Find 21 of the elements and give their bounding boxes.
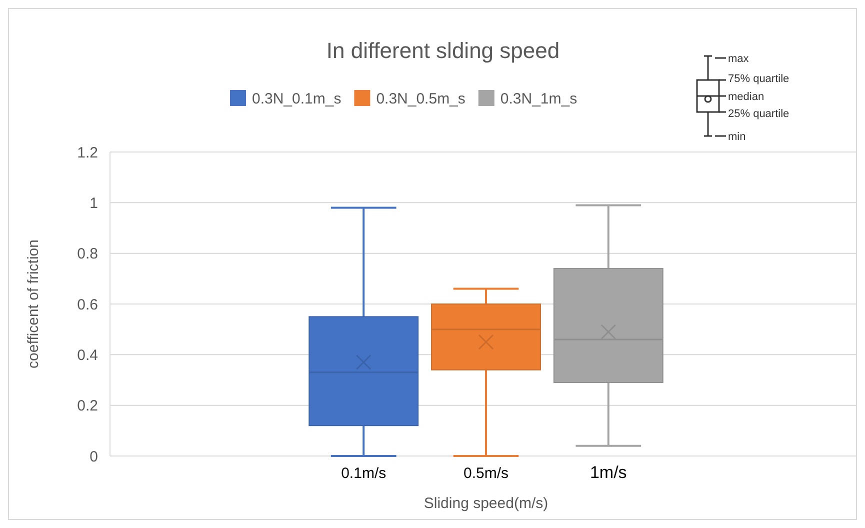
legend-label: 0.3N_0.5m_s [376,90,466,108]
text: 1m/s [590,463,627,482]
chart-title: In different slding speed [326,38,560,63]
text: 25% quartile [728,108,790,120]
y-tick-label: 1.2 [77,144,98,162]
y-tick-label: 0.8 [77,246,98,263]
text: 0.5m/s [463,465,509,482]
y-tick-label: 0.4 [77,346,98,364]
legend-label: 0.3N_1m_s [500,90,578,108]
text: 75% quartile [728,72,790,85]
text: 0.1m/s [341,465,386,482]
y-tick-label: 1 [90,194,98,212]
text: max [728,52,750,65]
text: min [728,130,746,143]
x-axis-title: Sliding speed(m/s) [424,495,548,512]
legend-label: 0.3N_0.1m_s [252,90,342,108]
y-tick-label: 0 [90,448,98,466]
y-tick-label: 0.6 [77,296,98,314]
y-tick-label: 0.2 [77,398,98,415]
text: median [728,90,764,103]
y-axis-title: coefficent of friction [25,240,42,368]
